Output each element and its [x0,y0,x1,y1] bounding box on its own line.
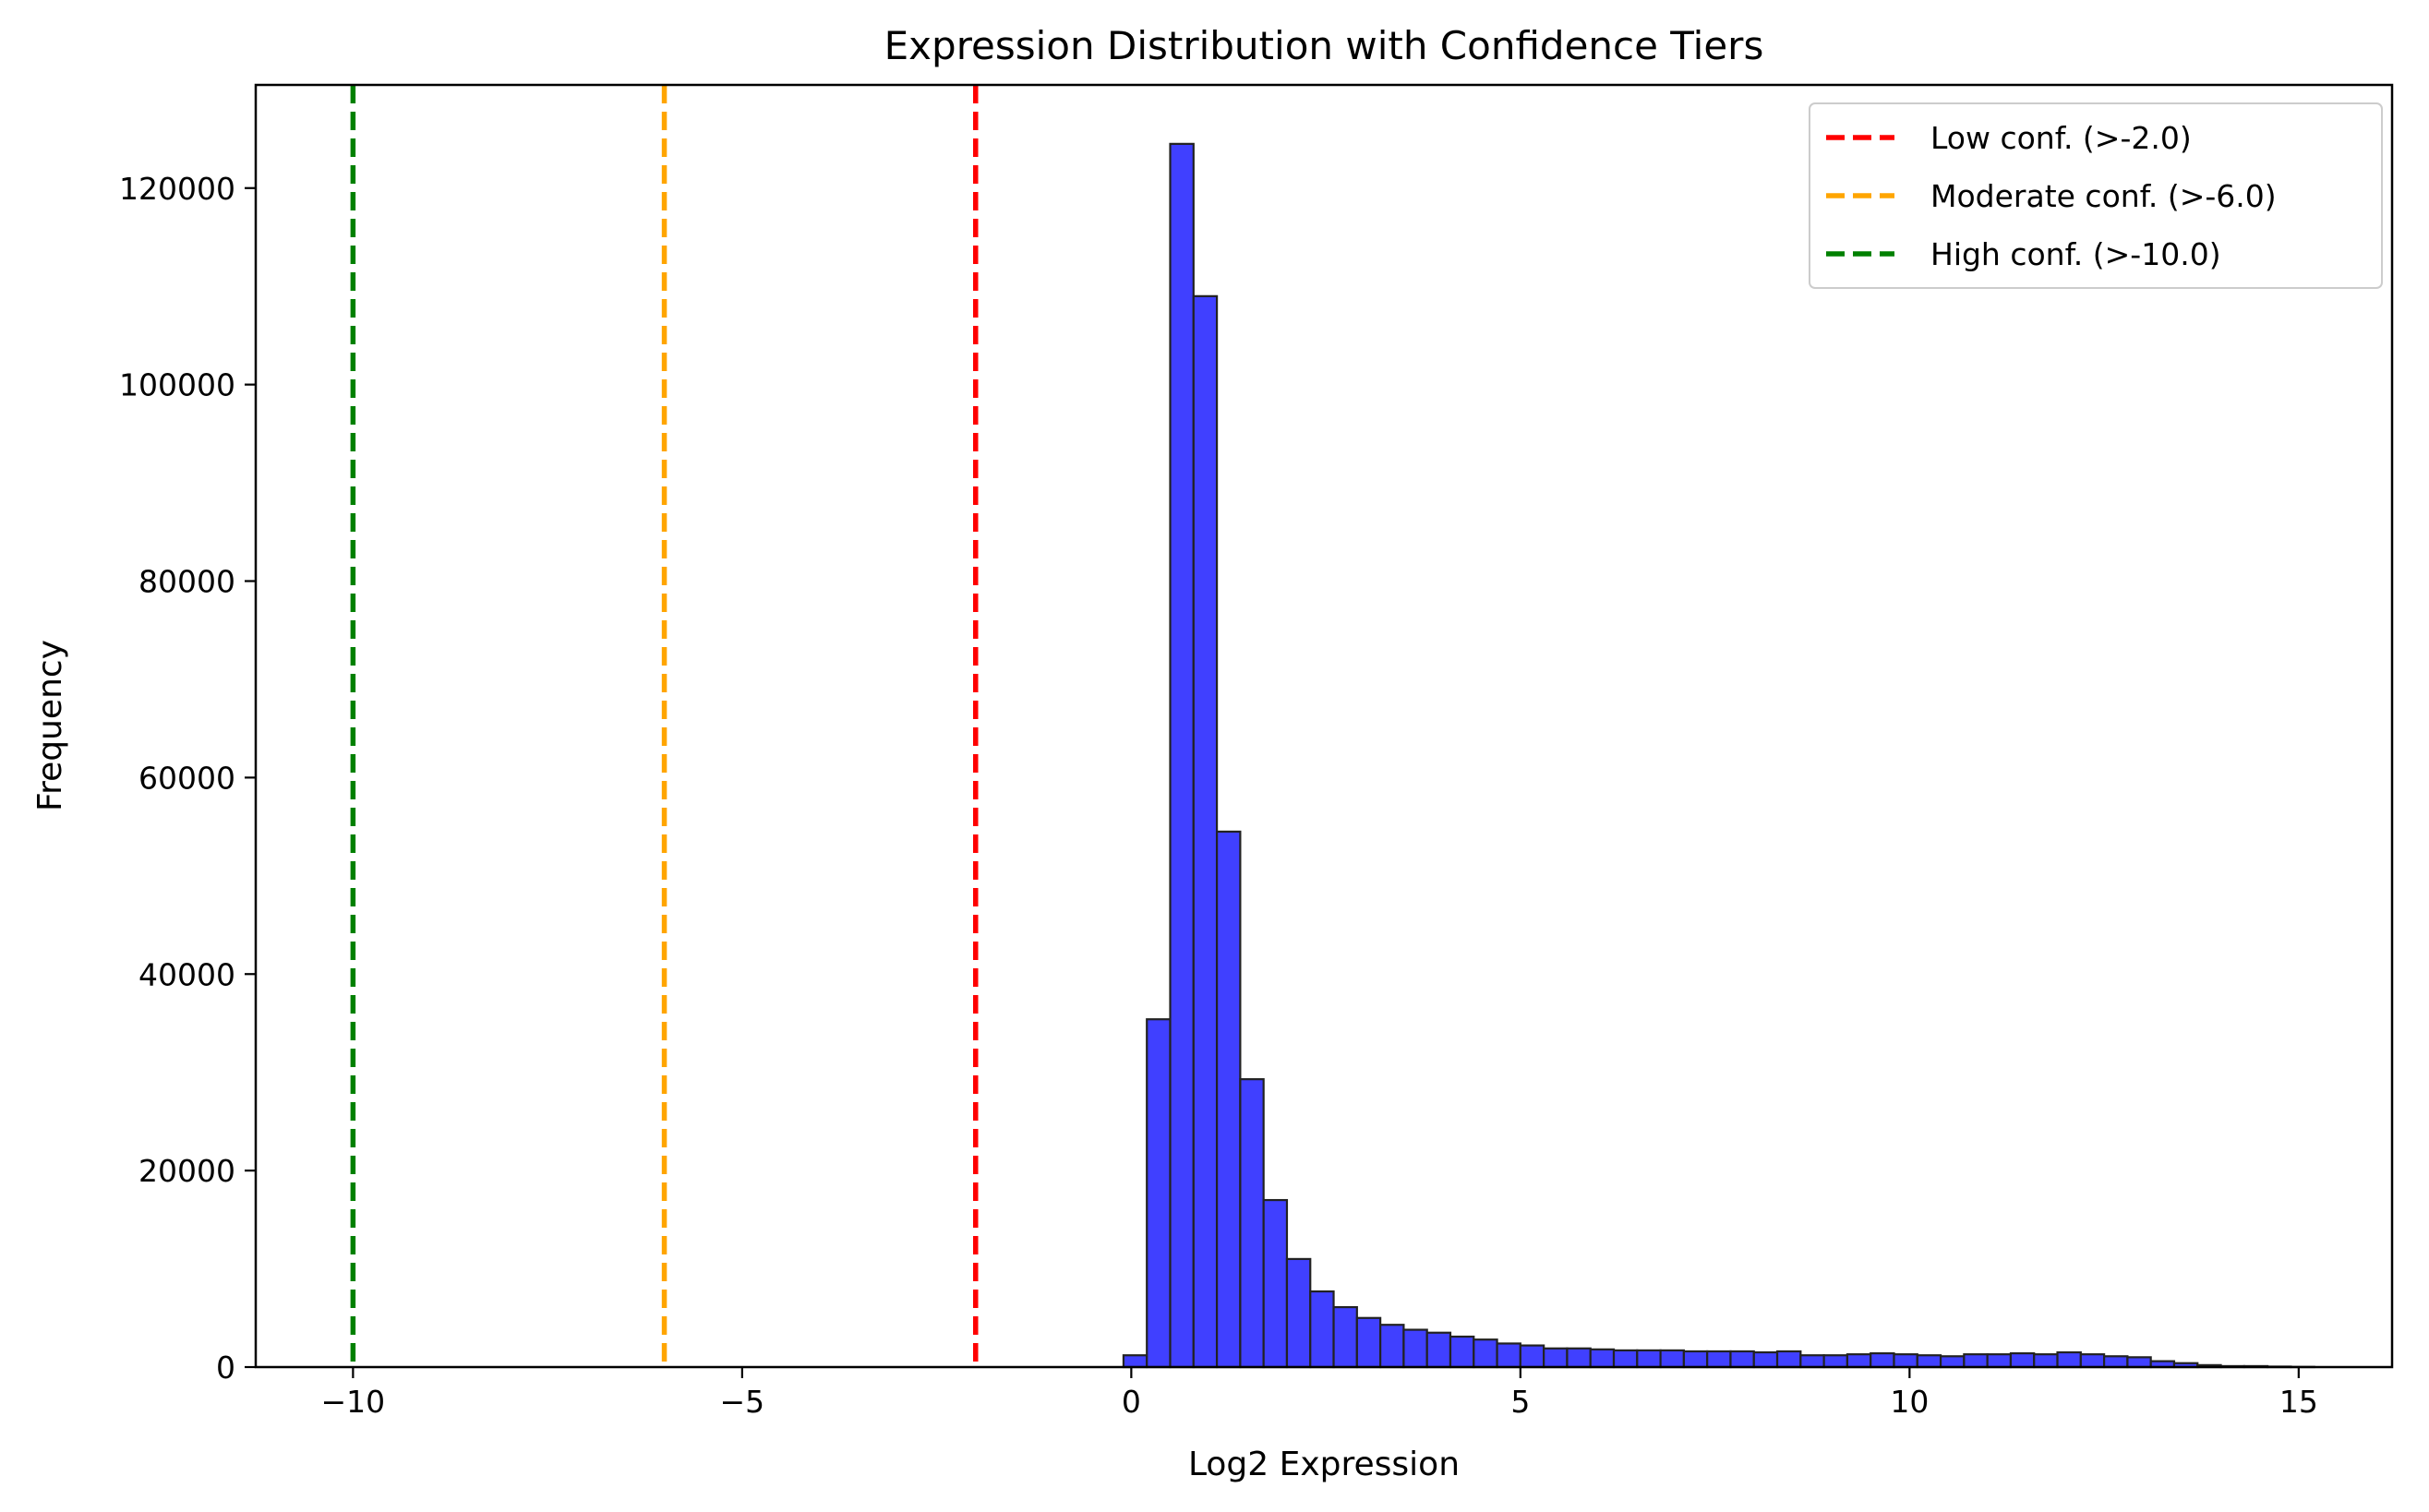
histogram-bar [1893,1353,1918,1369]
histogram-bar [1775,1350,1802,1369]
y-tick-label: 120000 [119,171,235,207]
y-tick-label: 60000 [138,760,235,796]
histogram-bar [1916,1354,1942,1369]
histogram-bar [1285,1257,1312,1369]
histogram-bar [1239,1078,1265,1369]
histogram-bar [1332,1305,1358,1369]
chart-title: Expression Distribution with Confidence … [884,23,1764,68]
histogram-bar [1706,1350,1732,1369]
plot-frame [254,83,2394,1369]
histogram-bar [1473,1338,1498,1369]
histogram-bar [1659,1349,1685,1369]
histogram-bar [1822,1354,1849,1369]
x-tick-label: −5 [720,1384,765,1420]
histogram-bar [1682,1350,1709,1369]
y-tick-label: 20000 [138,1153,235,1189]
histogram-bar [1939,1355,1966,1369]
legend-box [1809,102,2383,289]
histogram-bar [2079,1353,2106,1369]
histogram-bar [2126,1356,2152,1369]
histogram-bar [1799,1354,1825,1369]
histogram-bar [1986,1353,2013,1369]
histogram-bar [1215,830,1242,1369]
histogram-bar [1425,1331,1452,1369]
bars-layer [1122,142,2315,1369]
y-axis-label: Frequency [31,640,69,811]
x-tick-label: 5 [1510,1384,1530,1420]
histogram-bar [1963,1353,1989,1369]
histogram-bar [1402,1328,1428,1369]
legend: Low conf. (>-2.0) Moderate conf. (>-6.0) H… [1809,102,2383,289]
histogram-bar [2009,1351,2036,1369]
y-tick-label: 100000 [119,367,235,403]
legend-entry-label: Low conf. (>-2.0) [1930,120,2192,156]
histogram-bar [1496,1342,1521,1369]
histogram-bar [1449,1335,1475,1369]
histogram-bar [1870,1351,1895,1369]
histogram-bar [2102,1355,2129,1369]
histogram-bar [1122,1354,1148,1369]
legend-entry-label: High conf. (>-10.0) [1930,236,2221,272]
legend-entry-label: Moderate conf. (>-6.0) [1930,178,2277,214]
x-tick-label: 10 [1890,1384,1929,1420]
y-axis: 0 20000 40000 60000 80000 100000 120000 [119,171,256,1386]
x-tick-label: 15 [2279,1384,2318,1420]
x-axis: −10 −5 0 5 10 15 [321,1367,2318,1420]
histogram-bar [1309,1290,1335,1369]
histogram-bar [1846,1353,1872,1369]
histogram-bar [1752,1350,1779,1369]
histogram-bar [2056,1350,2082,1369]
histogram-bar [2033,1353,2059,1369]
histogram-bar [1146,1018,1172,1369]
x-tick-label: −10 [321,1384,386,1420]
histogram-bar [1566,1347,1592,1369]
histogram-bar [1192,294,1219,1369]
histogram-bar [1262,1198,1289,1369]
histogram-bar [1169,142,1195,1369]
y-tick-label: 80000 [138,564,235,600]
histogram-bar [1589,1348,1616,1369]
y-tick-label: 40000 [138,956,235,992]
histogram-bar [1729,1350,1755,1369]
histogram-bar [1379,1324,1405,1369]
histogram-bar [1636,1349,1662,1369]
x-tick-label: 0 [1122,1384,1141,1420]
x-axis-label: Log2 Expression [1188,1446,1460,1483]
histogram-bar [1543,1347,1569,1369]
histogram-bar [1612,1349,1639,1369]
y-tick-label: 0 [216,1350,235,1386]
histogram-bar [1355,1316,1382,1369]
histogram-bar [1519,1344,1545,1369]
